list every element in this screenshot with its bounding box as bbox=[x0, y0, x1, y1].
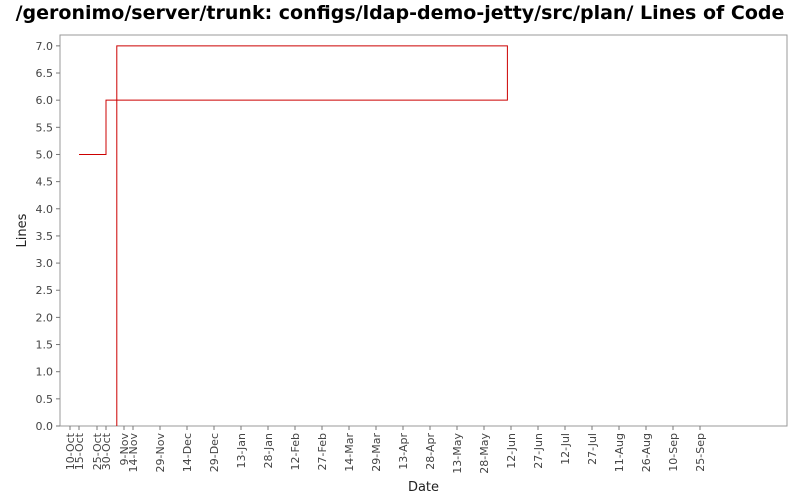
x-tick-label: 29-Dec bbox=[208, 433, 221, 472]
y-tick-label: 2.0 bbox=[36, 311, 54, 324]
y-tick-label: 7.0 bbox=[36, 40, 54, 53]
plot-area bbox=[59, 34, 788, 427]
y-tick-label: 3.0 bbox=[36, 257, 54, 270]
x-tick-label: 12-Jul bbox=[559, 433, 572, 465]
x-tick-label: 13-Apr bbox=[397, 433, 410, 470]
chart-title: /geronimo/server/trunk: configs/ldap-dem… bbox=[15, 2, 785, 24]
x-tick-label: 9-Nov bbox=[118, 433, 131, 466]
y-tick-label: 2.5 bbox=[36, 284, 54, 297]
x-tick-label: 27-Feb bbox=[316, 433, 329, 470]
y-tick-label: 4.0 bbox=[36, 203, 54, 216]
x-tick-label: 12-Feb bbox=[289, 433, 302, 470]
x-tick-label: 15-Oct bbox=[73, 432, 86, 470]
x-tick-label: 11-Aug bbox=[613, 433, 626, 472]
series-line bbox=[79, 45, 508, 426]
x-tick-label: 13-May bbox=[451, 433, 464, 474]
x-axis-label: Date bbox=[408, 480, 439, 495]
y-tick-label: 6.0 bbox=[36, 94, 54, 107]
x-tick-label: 28-Apr bbox=[424, 433, 437, 470]
y-axis-label: Lines bbox=[15, 213, 30, 247]
y-tick-label: 5.5 bbox=[36, 121, 54, 134]
x-tick-label: 28-May bbox=[478, 433, 491, 474]
x-tick-label: 25-Sep bbox=[694, 433, 707, 472]
x-tick-label: 10-Oct bbox=[64, 432, 77, 470]
x-tick-label: 14-Nov bbox=[127, 433, 140, 473]
x-tick-label: 27-Jul bbox=[586, 433, 599, 465]
y-tick-label: 5.0 bbox=[36, 148, 54, 161]
x-tick-label: 12-Jun bbox=[505, 433, 518, 469]
x-tick-label: 13-Jan bbox=[235, 433, 248, 469]
x-tick-label: 27-Jun bbox=[532, 433, 545, 469]
x-tick-label: 10-Sep bbox=[667, 433, 680, 472]
y-tick-label: 3.5 bbox=[36, 230, 54, 243]
x-tick-label: 29-Mar bbox=[370, 433, 383, 472]
x-tick-label: 25-Oct bbox=[91, 432, 104, 470]
x-tick-label: 14-Mar bbox=[343, 433, 356, 472]
y-tick-label: 1.0 bbox=[36, 366, 54, 379]
y-tick-label: 1.5 bbox=[36, 339, 54, 352]
y-tick-label: 4.5 bbox=[36, 176, 54, 189]
y-tick-label: 0.0 bbox=[36, 420, 54, 433]
x-tick-label: 14-Dec bbox=[181, 433, 194, 472]
x-tick-label: 30-Oct bbox=[100, 432, 113, 470]
y-tick-label: 0.5 bbox=[36, 393, 54, 406]
x-tick-label: 29-Nov bbox=[154, 433, 167, 473]
y-tick-label: 6.5 bbox=[36, 67, 54, 80]
x-tick-label: 28-Jan bbox=[262, 433, 275, 469]
x-tick-label: 26-Aug bbox=[640, 433, 653, 472]
